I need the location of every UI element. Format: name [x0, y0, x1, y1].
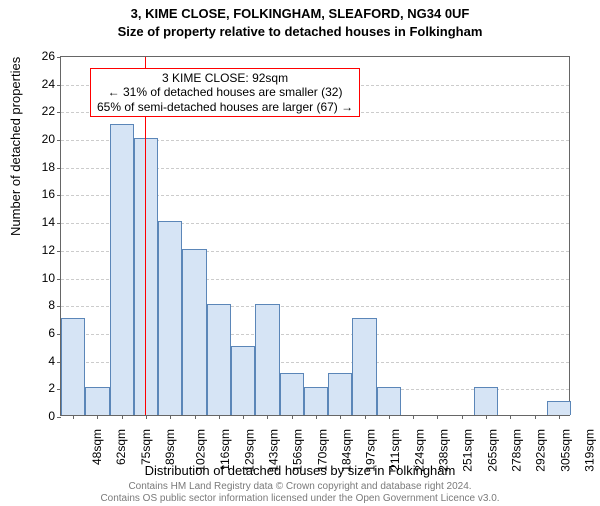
bar [110, 124, 134, 415]
xtick-label: 292sqm [534, 429, 548, 472]
bar-slot [474, 57, 498, 415]
ytick-label: 20 [15, 132, 55, 146]
title-address: 3, KIME CLOSE, FOLKINGHAM, SLEAFORD, NG3… [0, 6, 600, 21]
callout-line1: 3 KIME CLOSE: 92sqm [97, 71, 353, 85]
bar [280, 373, 304, 415]
xtick-mark [535, 415, 536, 419]
bar [328, 373, 352, 415]
footer-line2: Contains OS public sector information li… [0, 493, 600, 505]
xtick-label: 48sqm [90, 429, 104, 465]
xtick-mark [243, 415, 244, 419]
xtick-label: 319sqm [583, 429, 597, 472]
bar [474, 387, 498, 415]
bar-slot [401, 57, 425, 415]
xtick-mark [195, 415, 196, 419]
xtick-label: 278sqm [510, 429, 524, 472]
xtick-label: 265sqm [485, 429, 499, 472]
ytick-label: 22 [15, 104, 55, 118]
bar [377, 387, 401, 415]
callout-line3: 65% of semi-detached houses are larger (… [97, 100, 353, 114]
xtick-mark [365, 415, 366, 419]
xtick-mark [170, 415, 171, 419]
bar-slot [61, 57, 85, 415]
xtick-mark [340, 415, 341, 419]
ytick-label: 8 [15, 298, 55, 312]
xtick-mark [510, 415, 511, 419]
ytick-label: 4 [15, 354, 55, 368]
xtick-label: 170sqm [315, 429, 329, 472]
xtick-mark [267, 415, 268, 419]
xtick-mark [486, 415, 487, 419]
callout-line2: ← 31% of detached houses are smaller (32… [97, 85, 353, 99]
xtick-mark [292, 415, 293, 419]
bar [547, 401, 571, 415]
xtick-label: 102sqm [194, 429, 208, 472]
ytick-label: 18 [15, 160, 55, 174]
xtick-label: 184sqm [340, 429, 354, 472]
bar [61, 318, 85, 415]
xtick-label: 129sqm [243, 429, 257, 472]
xtick-mark [219, 415, 220, 419]
bar-slot [450, 57, 474, 415]
ytick-label: 6 [15, 326, 55, 340]
bar-slot [522, 57, 546, 415]
title-subtitle: Size of property relative to detached ho… [0, 24, 600, 39]
bar-slot [498, 57, 522, 415]
ytick-label: 14 [15, 215, 55, 229]
ytick-mark [57, 417, 61, 418]
xtick-label: 116sqm [217, 429, 231, 471]
xtick-mark [462, 415, 463, 419]
xtick-label: 143sqm [267, 429, 281, 472]
bar-slot [377, 57, 401, 415]
xtick-label: 224sqm [413, 429, 427, 472]
xtick-mark [122, 415, 123, 419]
xtick-mark [559, 415, 560, 419]
xtick-mark [97, 415, 98, 419]
xtick-label: 62sqm [114, 429, 128, 465]
bar [352, 318, 376, 415]
ytick-label: 24 [15, 77, 55, 91]
ytick-label: 16 [15, 187, 55, 201]
xtick-mark [437, 415, 438, 419]
bar-slot [425, 57, 449, 415]
ytick-label: 26 [15, 49, 55, 63]
callout-box: 3 KIME CLOSE: 92sqm ← 31% of detached ho… [90, 68, 360, 117]
bar [182, 249, 206, 415]
xtick-mark [146, 415, 147, 419]
xtick-label: 211sqm [387, 429, 401, 471]
xtick-label: 75sqm [139, 429, 153, 465]
ytick-label: 0 [15, 409, 55, 423]
bar [85, 387, 109, 415]
xtick-label: 251sqm [461, 429, 475, 472]
bar [231, 346, 255, 415]
ytick-label: 12 [15, 243, 55, 257]
xtick-label: 89sqm [163, 429, 177, 465]
xtick-label: 305sqm [558, 429, 572, 472]
footer-attribution: Contains HM Land Registry data © Crown c… [0, 481, 600, 504]
xtick-label: 197sqm [364, 429, 378, 472]
bar [304, 387, 328, 415]
ytick-label: 10 [15, 271, 55, 285]
xtick-label: 238sqm [437, 429, 451, 472]
bar [207, 304, 231, 415]
bar-slot [547, 57, 571, 415]
footer-line1: Contains HM Land Registry data © Crown c… [0, 481, 600, 493]
xtick-mark [413, 415, 414, 419]
bar [158, 221, 182, 415]
bar [255, 304, 279, 415]
xtick-label: 156sqm [291, 429, 305, 472]
xtick-mark [389, 415, 390, 419]
xtick-mark [316, 415, 317, 419]
ytick-label: 2 [15, 381, 55, 395]
xtick-mark [73, 415, 74, 419]
